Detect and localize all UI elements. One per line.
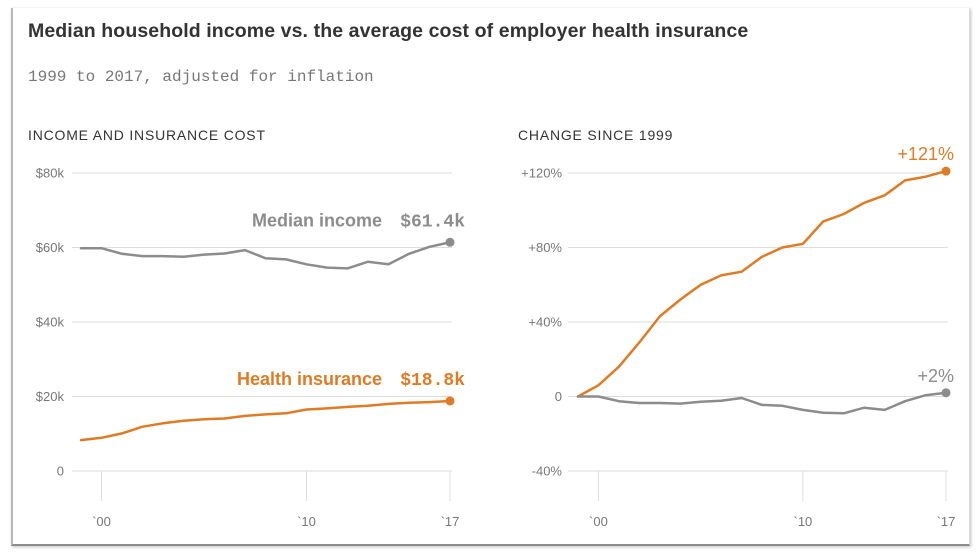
income-change-label: +2% <box>917 366 954 386</box>
y-tick-label: $60k <box>36 240 65 255</box>
insurance-change-label: +121% <box>897 144 954 164</box>
y-tick-label: -40% <box>532 464 563 479</box>
chart-subtitle: 1999 to 2017, adjusted for inflation <box>28 68 374 86</box>
insurance-line <box>79 399 452 442</box>
x-tick-label: `10 <box>793 514 812 529</box>
insurance-series-label: Health insurance <box>237 369 382 389</box>
income-line <box>576 391 948 415</box>
y-tick-label: +80% <box>528 240 562 255</box>
income-end-dot <box>941 388 951 398</box>
left-panel-title: INCOME AND INSURANCE COST <box>28 127 266 143</box>
chart-title: Median household income vs. the average … <box>28 20 749 42</box>
insurance-end-dot <box>445 396 455 406</box>
right-panel-title: CHANGE SINCE 1999 <box>518 127 674 143</box>
y-tick-label: $20k <box>36 389 65 404</box>
y-tick-label: +40% <box>528 315 562 330</box>
y-tick-label: 0 <box>555 389 562 404</box>
income-end-value: $61.4k <box>400 212 465 232</box>
y-tick-label: +120% <box>521 166 562 181</box>
insurance-end-value: $18.8k <box>400 371 465 391</box>
x-tick-label: `00 <box>92 514 111 529</box>
income-line <box>79 241 452 270</box>
chart-card <box>11 8 970 546</box>
insurance-line <box>576 169 948 398</box>
x-tick-label: `17 <box>937 514 956 529</box>
x-tick-label: `00 <box>589 514 608 529</box>
income-end-dot <box>445 237 455 247</box>
y-tick-label: $40k <box>36 315 65 330</box>
insurance-end-dot <box>941 166 951 176</box>
y-tick-label: $80k <box>36 166 65 181</box>
x-tick-label: `17 <box>441 514 460 529</box>
x-tick-label: `10 <box>297 514 316 529</box>
y-tick-label: 0 <box>57 464 64 479</box>
income-series-label: Median income <box>252 210 382 230</box>
